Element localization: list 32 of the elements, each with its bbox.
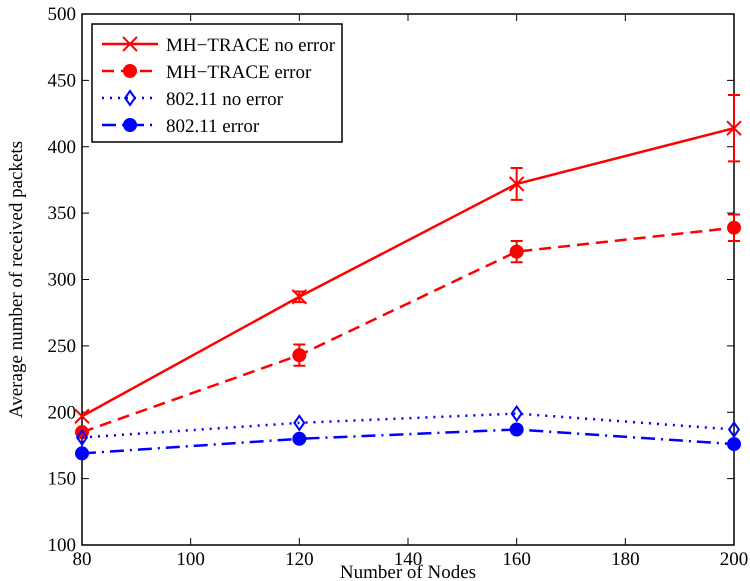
point — [74, 408, 90, 424]
point — [75, 446, 89, 460]
point — [508, 176, 525, 192]
point — [292, 348, 306, 362]
x-tick-label: 120 — [285, 549, 314, 570]
y-tick-label: 300 — [48, 270, 76, 290]
y-tick-label: 400 — [48, 136, 76, 158]
x-tick-label: 200 — [720, 549, 748, 570]
point — [728, 422, 740, 438]
legend-label: MH−TRACE error — [166, 62, 312, 83]
point — [293, 414, 306, 431]
y-tick-label: 150 — [48, 468, 76, 490]
point — [727, 437, 741, 452]
x-tick-label: 180 — [611, 549, 640, 570]
legend-label: MH−TRACE no error — [166, 35, 336, 56]
point — [727, 220, 741, 235]
y-tick-label: 450 — [48, 70, 76, 92]
point — [510, 244, 524, 259]
point — [292, 432, 306, 446]
y-tick-label: 250 — [48, 336, 76, 357]
x-tick-label: 160 — [502, 549, 531, 570]
point — [510, 406, 523, 422]
y-tick-label: 350 — [48, 203, 76, 224]
legend-label: 802.11 no error — [166, 89, 284, 110]
legend-label: 802.11 error — [166, 116, 260, 137]
y-axis-title: Average number of received packets — [6, 140, 27, 418]
y-tick-label: 500 — [48, 4, 76, 25]
point — [76, 429, 88, 446]
x-tick-label: 100 — [176, 549, 205, 570]
y-tick-label: 200 — [48, 402, 76, 424]
point — [510, 422, 524, 437]
point — [726, 120, 742, 136]
